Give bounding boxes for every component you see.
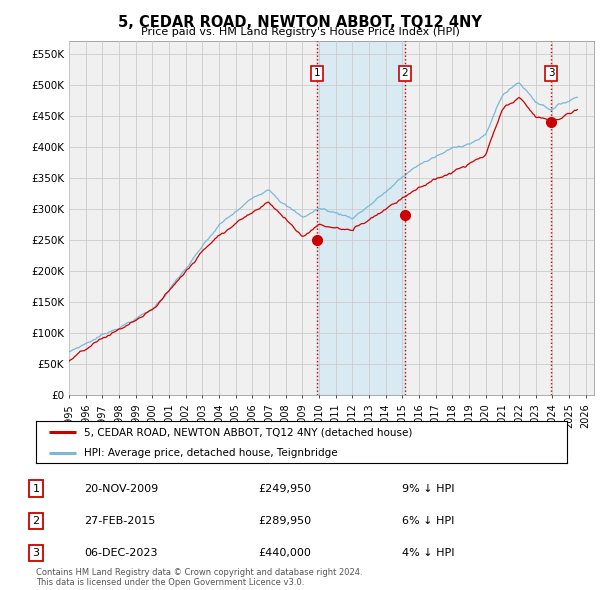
Text: 06-DEC-2023: 06-DEC-2023 [84, 548, 157, 558]
Text: Price paid vs. HM Land Registry's House Price Index (HPI): Price paid vs. HM Land Registry's House … [140, 27, 460, 37]
Text: 4% ↓ HPI: 4% ↓ HPI [402, 548, 455, 558]
Text: 20-NOV-2009: 20-NOV-2009 [84, 484, 158, 493]
Text: HPI: Average price, detached house, Teignbridge: HPI: Average price, detached house, Teig… [84, 448, 337, 457]
Text: 3: 3 [548, 68, 554, 78]
Text: 2: 2 [401, 68, 408, 78]
Text: 3: 3 [32, 548, 40, 558]
Text: £440,000: £440,000 [258, 548, 311, 558]
Text: 1: 1 [32, 484, 40, 493]
Text: 5, CEDAR ROAD, NEWTON ABBOT, TQ12 4NY: 5, CEDAR ROAD, NEWTON ABBOT, TQ12 4NY [118, 15, 482, 30]
Bar [317, 41, 405, 395]
Text: 6% ↓ HPI: 6% ↓ HPI [402, 516, 454, 526]
Text: 5, CEDAR ROAD, NEWTON ABBOT, TQ12 4NY (detached house): 5, CEDAR ROAD, NEWTON ABBOT, TQ12 4NY (d… [84, 427, 412, 437]
Text: 9% ↓ HPI: 9% ↓ HPI [402, 484, 455, 493]
Text: 1: 1 [314, 68, 320, 78]
Text: 27-FEB-2015: 27-FEB-2015 [84, 516, 155, 526]
Text: £249,950: £249,950 [258, 484, 311, 493]
Text: Contains HM Land Registry data © Crown copyright and database right 2024.
This d: Contains HM Land Registry data © Crown c… [36, 568, 362, 587]
Text: 2: 2 [32, 516, 40, 526]
Text: £289,950: £289,950 [258, 516, 311, 526]
